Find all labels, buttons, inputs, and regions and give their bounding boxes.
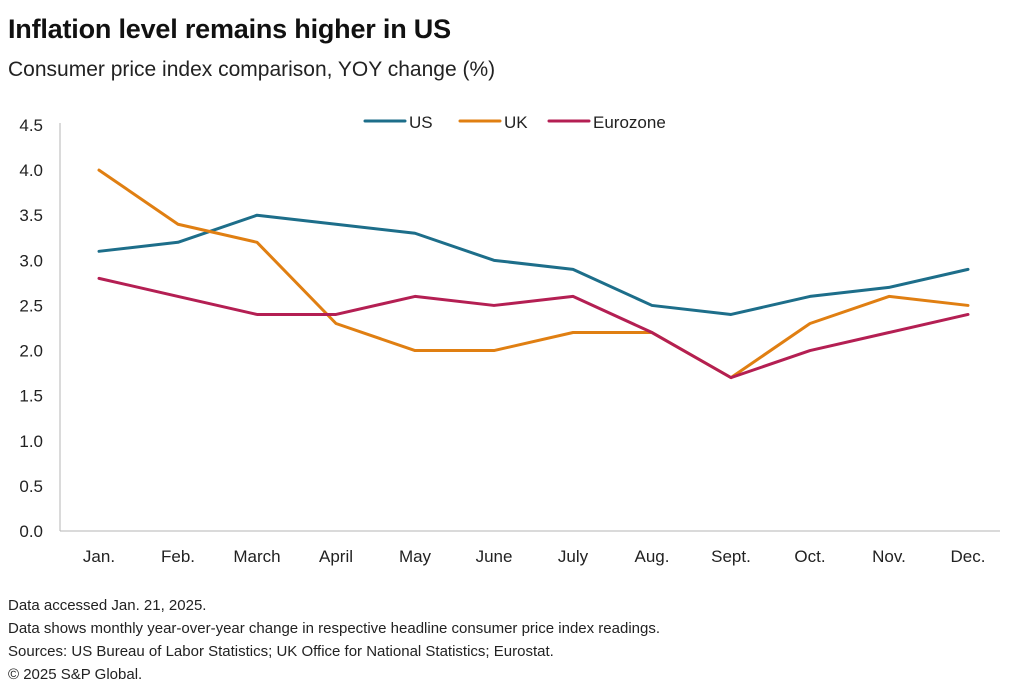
x-tick-label: Nov.: [872, 547, 906, 566]
line-chart: 0.0 0.5 1.0 1.5 2.0 2.5 3.0 3.5 4.0 4.5 Jan. Feb. Ma…: [19, 113, 1000, 566]
series-line-us: [97, 213, 970, 316]
legend-label-uk: UK: [504, 113, 528, 132]
x-tick-label: Sept.: [711, 547, 751, 566]
y-tick-label: 2.5: [19, 296, 43, 315]
x-tick-label: March: [233, 547, 280, 566]
series-line-uk: [97, 168, 970, 380]
chart-notes: Data accessed Jan. 21, 2025. Data shows …: [8, 594, 660, 686]
legend-label-us: US: [409, 113, 433, 132]
y-tick-label: 3.0: [19, 251, 43, 270]
x-tick-label: April: [319, 547, 353, 566]
note-data-accessed: Data accessed Jan. 21, 2025.: [8, 597, 207, 614]
y-tick-label: 1.5: [19, 387, 43, 406]
x-tick-label: Aug.: [635, 547, 670, 566]
x-tick-label: Jan.: [83, 547, 115, 566]
legend-label-eurozone: Eurozone: [593, 113, 666, 132]
x-tick-label: Feb.: [161, 547, 195, 566]
x-tick-label: June: [476, 547, 513, 566]
x-tick-label: Oct.: [794, 547, 825, 566]
y-tick-label: 4.5: [19, 116, 43, 135]
chart-subtitle: Consumer price index comparison, YOY cha…: [8, 58, 496, 81]
note-description: Data shows monthly year-over-year change…: [8, 620, 661, 637]
note-copyright: © 2025 S&P Global.: [8, 666, 143, 683]
y-tick-label: 0.5: [19, 477, 43, 496]
note-sources: Sources: US Bureau of Labor Statistics; …: [8, 643, 554, 660]
y-tick-label: 0.0: [19, 522, 43, 541]
chart-title: Inflation level remains higher in US: [8, 14, 451, 44]
y-tick-label: 3.5: [19, 206, 43, 225]
y-tick-label: 2.0: [19, 342, 43, 361]
x-tick-label: July: [558, 547, 589, 566]
x-tick-label: Dec.: [951, 547, 986, 566]
y-tick-label: 4.0: [19, 161, 43, 180]
series-line-eurozone: [97, 276, 970, 380]
y-tick-label: 1.0: [19, 432, 43, 451]
x-tick-label: May: [399, 547, 432, 566]
